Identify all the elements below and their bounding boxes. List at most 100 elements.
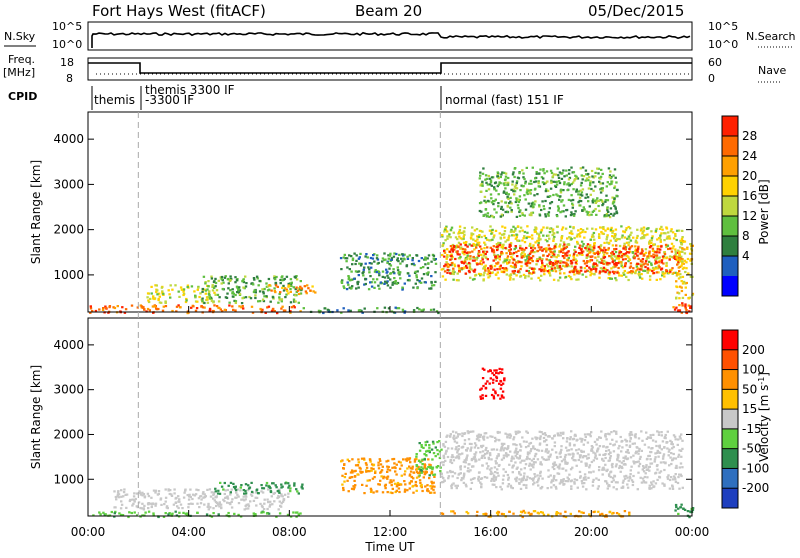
velocity-cell-1 (281, 500, 285, 503)
velocity-cell-1 (178, 498, 181, 501)
velocity-cell-4 (438, 450, 442, 453)
power-cell-8 (528, 272, 531, 275)
power-cell-6 (376, 254, 379, 257)
velocity-cell-3 (351, 458, 354, 461)
velocity-cell-6 (491, 372, 494, 375)
power-cell-8 (597, 245, 600, 249)
power-cell-7 (472, 238, 475, 241)
power-cell-7 (650, 262, 653, 265)
velocity-cell-5 (609, 470, 613, 473)
power-cell-6 (388, 267, 391, 270)
power-cell-8 (654, 254, 657, 257)
power-cell-8 (489, 246, 492, 249)
power-cell-9 (530, 202, 533, 205)
power-cell-9 (492, 203, 495, 206)
velocity-cell-5 (464, 483, 468, 486)
velocity-cell-5 (548, 435, 551, 438)
velocity-cell-5 (532, 466, 535, 469)
velocity-cell-5 (678, 473, 681, 476)
nsky-label: N.Sky (4, 30, 36, 43)
velocity-cell-3 (429, 485, 432, 488)
power-cell-7 (544, 238, 547, 242)
power-cell-9 (572, 214, 576, 217)
power-cell-6 (416, 279, 419, 282)
power-cell-7 (513, 248, 516, 251)
power-cell-7 (498, 258, 501, 261)
power-cell-4 (226, 292, 229, 295)
velocity-cell-2 (293, 482, 296, 485)
velocity-cell-5 (595, 457, 599, 460)
power-cell-7 (589, 248, 592, 251)
power-cell-3 (204, 292, 207, 295)
velocity-cell-3 (408, 465, 411, 468)
plot-title: Fort Hays West (fitACF) (92, 2, 266, 20)
velocity-cell-0 (278, 512, 282, 515)
power-cell-9 (530, 182, 533, 185)
power-cell-7 (648, 239, 652, 242)
velocity-cell-5 (450, 487, 453, 490)
velocity-cell-5 (455, 487, 458, 490)
power-cell-7 (525, 255, 528, 258)
velocity-cell-5 (497, 454, 500, 457)
power-cell-7 (606, 241, 609, 244)
velocity-cell-1 (141, 502, 144, 505)
velocity-cell-5 (526, 451, 530, 454)
power-cell-8 (662, 262, 665, 265)
power-cell-8 (478, 262, 482, 265)
velocity-cell-5 (523, 472, 526, 475)
power-cell-7 (486, 273, 489, 276)
power-cell-7 (572, 227, 575, 230)
power-cell-9 (497, 177, 500, 180)
power-cell-9 (570, 166, 573, 169)
velocity-cell-7 (611, 512, 614, 515)
velocity-cell-5 (578, 456, 582, 459)
power-cell-7 (469, 276, 472, 279)
power-cell-8 (589, 251, 592, 254)
power-cell-7 (514, 229, 517, 232)
power-cell-7 (477, 252, 480, 255)
velocity-cell-5 (463, 432, 467, 435)
power-cell-7 (566, 237, 569, 240)
power-cell-9 (541, 181, 545, 184)
power-cell-6 (400, 257, 403, 260)
velocity-cell-7 (628, 513, 631, 516)
power-cell-9 (490, 184, 493, 187)
velocity-cell-5 (517, 457, 520, 460)
velocity-cell-5 (591, 446, 594, 449)
power-cell-7 (441, 244, 444, 248)
power-cell-7 (529, 244, 532, 247)
velocity-cell-1 (116, 493, 120, 497)
power-cell-11 (677, 273, 680, 276)
power-cell-2 (323, 307, 326, 310)
velocity-cell-6 (498, 382, 501, 385)
velocity-cell-5 (590, 460, 594, 464)
velocity-cell-5 (477, 436, 480, 439)
power-cell-6 (424, 258, 427, 261)
velocity-cell-8 (688, 516, 691, 519)
power-cell-8 (505, 252, 508, 255)
power-cell-8 (611, 258, 614, 261)
velocity-cell-1 (263, 502, 266, 505)
power-cell-8 (492, 245, 495, 248)
power-cell-9 (508, 202, 511, 205)
velocity-cell-5 (582, 443, 585, 446)
power-cell-7 (530, 277, 533, 280)
velocity-cell-3 (400, 464, 403, 467)
velocity-cell-2 (300, 486, 303, 489)
velocity-cell-2 (301, 487, 304, 490)
power-cell-8 (564, 254, 567, 257)
velocity-cell-5 (514, 430, 517, 433)
power-cell-7 (447, 235, 450, 238)
velocity-cell-1 (189, 502, 193, 505)
power-cell-7 (615, 239, 618, 242)
velocity-cell-5 (504, 432, 507, 435)
power-cell-7 (648, 278, 652, 281)
power-cell-4 (229, 279, 232, 282)
power-cell-7 (661, 274, 664, 277)
power-cell-9 (594, 201, 597, 204)
power-cell-8 (553, 253, 556, 256)
velocity-cell-3 (404, 483, 407, 486)
power-cell-7 (674, 271, 677, 274)
velocity-cell-3 (419, 481, 422, 485)
power-cell-7 (567, 257, 570, 260)
